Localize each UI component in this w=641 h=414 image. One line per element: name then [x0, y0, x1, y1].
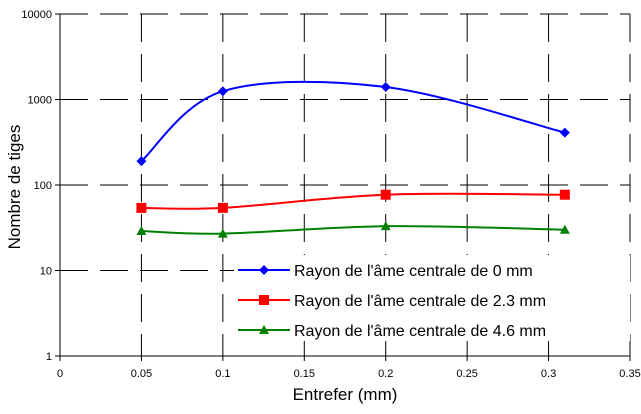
data-point [380, 221, 391, 231]
data-point [559, 189, 570, 200]
legend-marker [259, 325, 269, 334]
legend-item: Rayon de l'âme centrale de 0 mm [238, 263, 533, 280]
legend-label: Rayon de l'âme centrale de 4.6 mm [294, 323, 546, 340]
data-point [559, 224, 570, 234]
series-2 [136, 221, 570, 238]
legend-label: Rayon de l'âme centrale de 2.3 mm [294, 293, 546, 310]
series-0 [136, 80, 570, 167]
legend-marker [259, 295, 269, 305]
y-tick-label: 100 [34, 180, 52, 192]
x-tick-label: 0.25 [456, 368, 477, 380]
y-axis-title: Nombre de tiges [5, 125, 24, 250]
x-tick-label: 0.2 [378, 368, 393, 380]
legend-marker [259, 265, 269, 275]
legend-item: Rayon de l'âme centrale de 2.3 mm [238, 293, 546, 310]
data-point [136, 202, 147, 213]
x-tick-label: 0.1 [215, 368, 230, 380]
series-line [141, 225, 565, 235]
data-point [217, 228, 228, 238]
x-tick-label: 0 [57, 368, 63, 380]
series-1 [136, 189, 570, 213]
data-point [136, 225, 147, 235]
x-axis-title: Entrefer (mm) [293, 385, 398, 404]
data-point [380, 189, 391, 200]
y-tick-label: 1 [46, 351, 52, 363]
data-point [217, 202, 228, 213]
data-point [559, 127, 570, 138]
x-tick-label: 0.35 [619, 368, 640, 380]
data-point [136, 156, 147, 167]
x-tick-label: 0.3 [541, 368, 556, 380]
y-tick-label: 10 [40, 266, 52, 278]
data-point [380, 82, 391, 93]
legend-label: Rayon de l'âme centrale de 0 mm [294, 263, 533, 280]
series-line [141, 192, 565, 210]
y-tick-label: 10000 [21, 9, 52, 21]
x-tick-label: 0.15 [294, 368, 315, 380]
x-tick-label: 0.05 [131, 368, 152, 380]
series-line [140, 80, 566, 162]
legend-box [234, 255, 630, 341]
y-tick-label: 1000 [28, 95, 52, 107]
data-point [217, 86, 228, 97]
legend-item: Rayon de l'âme centrale de 4.6 mm [238, 323, 546, 340]
